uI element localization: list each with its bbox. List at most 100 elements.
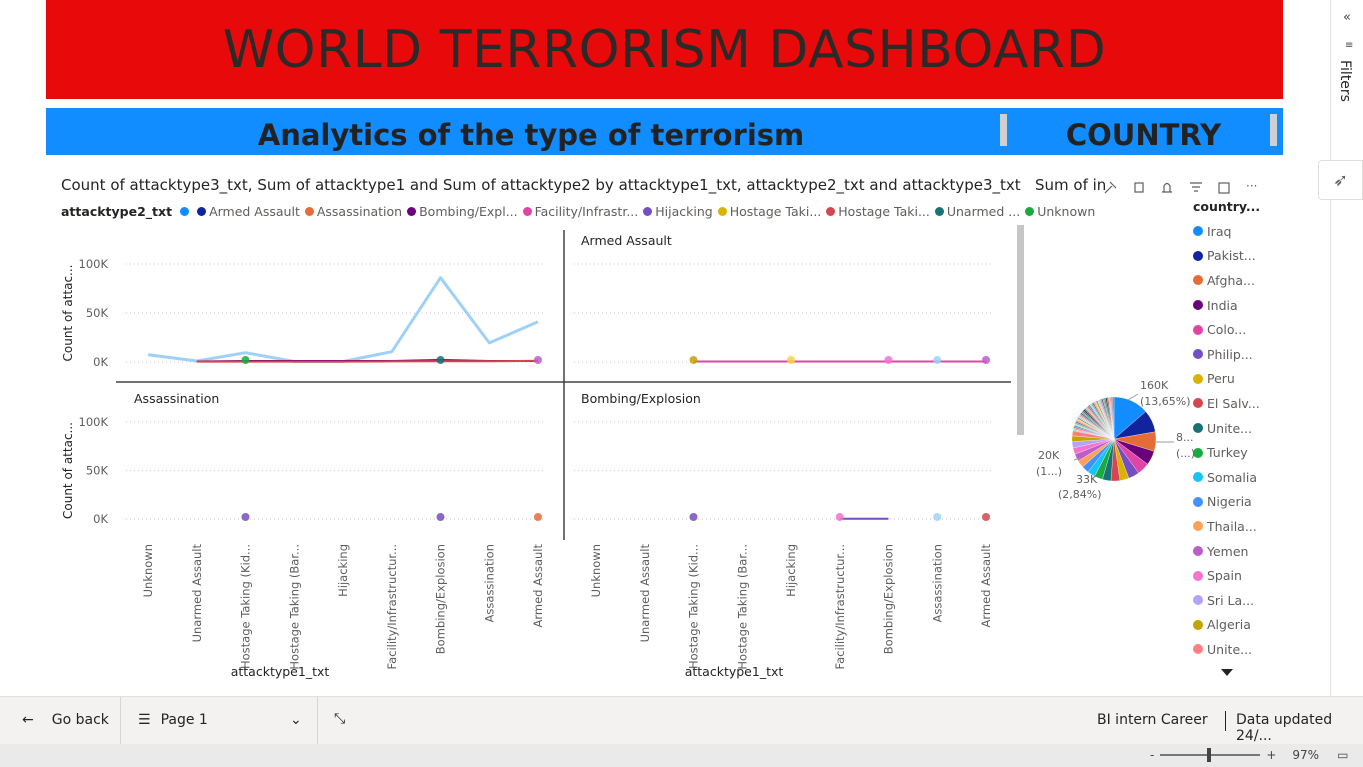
legend-label: Assassination (316, 204, 403, 219)
dashboard-title-banner: WORLD TERRORISM DASHBOARD (46, 0, 1283, 99)
legend-item[interactable]: Unarmed ... (934, 204, 1021, 219)
legend-dot (180, 207, 190, 216)
pie-legend-item[interactable]: Unite... (1193, 637, 1260, 662)
pie-legend-item[interactable]: Sri La... (1193, 588, 1260, 613)
zoom-out-button[interactable]: - (1150, 748, 1155, 762)
data-point (884, 356, 893, 364)
x-tick-label: Unarmed Assault (190, 544, 204, 643)
zoom-slider[interactable] (1160, 748, 1261, 762)
legend-item[interactable]: Hostage Taki... (826, 204, 930, 219)
focus-mode-icon[interactable] (1218, 182, 1230, 194)
legend-dot (1193, 521, 1203, 532)
line-chart[interactable]: 100K 50K 0K Count of attac... Armed Assault A… (56, 222, 1066, 702)
pie-legend-item[interactable]: Nigeria (1193, 490, 1260, 515)
pie-legend-label: Turkey (1207, 445, 1248, 461)
legend-item[interactable]: Armed Assault (197, 204, 300, 219)
pie-chart[interactable]: 160K (13,65%) 8... (...) 20K (1...) 33K (2,84%) (1030, 370, 1220, 510)
legend-dot (1193, 472, 1203, 483)
arrow-left-icon: ← (22, 712, 34, 728)
legend-dot (522, 207, 532, 216)
y-axis-label: Count of attac... (61, 265, 75, 362)
legend-item[interactable]: Hostage Taki... (717, 204, 821, 219)
pie-legend-label: India (1207, 297, 1238, 313)
pie-legend-item[interactable]: Peru (1193, 367, 1260, 392)
copy-icon[interactable] (1134, 182, 1144, 193)
pie-data-label: (2,84%) (1058, 488, 1102, 501)
filter-icon[interactable] (1190, 182, 1202, 192)
data-point (436, 513, 445, 521)
toolbar-divider (317, 697, 318, 745)
collapse-icon[interactable]: ⤡ (334, 711, 346, 727)
x-tick-label: Assassination (930, 544, 944, 622)
pie-legend-item[interactable]: India (1193, 293, 1260, 318)
series-line (196, 359, 539, 363)
x-tick-label: Bombing/Explosion (434, 544, 448, 654)
bell-icon[interactable] (1162, 182, 1172, 193)
legend-dot (1193, 373, 1203, 384)
more-options-icon[interactable]: ··· (1246, 179, 1257, 193)
zoom-in-button[interactable]: + (1266, 748, 1277, 762)
pin-icon[interactable] (1104, 181, 1117, 194)
pie-legend-item[interactable]: Iraq (1193, 219, 1260, 244)
pie-legend-item[interactable]: Unite... (1193, 416, 1260, 441)
pie-legend-item[interactable]: Somalia (1193, 465, 1260, 490)
legend-item[interactable]: Unknown (1025, 204, 1095, 219)
legend-label: Hostage Taki... (838, 204, 930, 219)
pie-legend: country... Iraq Pakist... Afgha... India Col… (1193, 199, 1260, 662)
zoom-control: - + 97% ▭ (1150, 748, 1348, 762)
legend-dot (1193, 546, 1203, 557)
section-title-left: Analytics of the type of terrorism (257, 118, 805, 152)
collapse-chevron-icon[interactable]: « (1343, 10, 1351, 25)
data-point (982, 513, 990, 521)
leader-line (1127, 393, 1139, 401)
y-tick-label: 0K (93, 512, 108, 526)
series-line (147, 276, 539, 363)
legend-item[interactable]: Assassination (304, 204, 403, 219)
pie-legend-item[interactable]: Thaila... (1193, 514, 1260, 539)
pie-slice[interactable] (1112, 396, 1115, 440)
pie-legend-label: Unite... (1207, 420, 1253, 436)
pie-legend-item[interactable]: Yemen (1193, 539, 1260, 564)
pie-legend-item[interactable]: Philip... (1193, 342, 1260, 367)
page-selector[interactable]: ☰ Page 1 ⌄ (138, 712, 308, 728)
status-bar: - + 97% ▭ (0, 744, 1363, 767)
legend-item[interactable] (180, 207, 192, 216)
pie-legend-label: Yemen (1207, 543, 1249, 559)
pie-legend-item[interactable]: Pakist... (1193, 244, 1260, 269)
data-point (241, 356, 250, 364)
zoom-slider-thumb[interactable] (1207, 748, 1212, 762)
legend-dot (1193, 300, 1203, 311)
legend-label: Unknown (1037, 204, 1096, 219)
panel-title: Bombing/Explosion (581, 391, 701, 406)
pie-legend-item[interactable]: Spain (1193, 563, 1260, 588)
legend-scroll-down-icon[interactable] (1221, 669, 1233, 677)
legend-label: Unarmed ... (946, 204, 1021, 219)
pie-legend-label: Nigeria (1207, 494, 1252, 510)
pie-legend-item[interactable]: Afgha... (1193, 268, 1260, 293)
filters-pane[interactable]: « ≡ Filters (1330, 0, 1363, 696)
banner-scroll-handle[interactable] (1000, 114, 1007, 146)
x-tick-label: Unknown (141, 544, 155, 597)
data-point (689, 513, 698, 521)
pie-legend-item[interactable]: Turkey (1193, 440, 1260, 465)
legend-item[interactable]: Hijacking (643, 204, 713, 219)
visualizations-tab[interactable]: ➶ (1318, 160, 1363, 200)
legend-dot (643, 207, 653, 216)
legend-item[interactable]: Facility/Infrastr... (522, 204, 638, 219)
pie-legend-item[interactable]: Colo... (1193, 317, 1260, 342)
legend-item[interactable]: Bombing/Expl... (407, 204, 518, 219)
pie-legend-label: Philip... (1207, 346, 1253, 362)
fit-page-icon[interactable]: ▭ (1337, 748, 1349, 762)
banner-scroll-handle-right[interactable] (1270, 114, 1277, 146)
line-legend: attacktype2_txt Armed Assault Assassinati… (61, 204, 1100, 219)
zoom-level: 97% (1292, 748, 1320, 762)
pie-legend-item[interactable]: Algeria (1193, 613, 1260, 638)
x-tick-label: Facility/Infrastructur... (385, 544, 399, 669)
x-tick-label: Hostage Taking (Bar... (287, 544, 301, 670)
pie-legend-label: Algeria (1207, 617, 1251, 633)
legend-dot (1193, 275, 1203, 286)
data-point (436, 356, 445, 364)
pie-legend-item[interactable]: El Salv... (1193, 391, 1260, 416)
go-back-button[interactable]: ← Go back (22, 712, 109, 728)
chevron-down-icon: ⌄ (290, 712, 302, 728)
